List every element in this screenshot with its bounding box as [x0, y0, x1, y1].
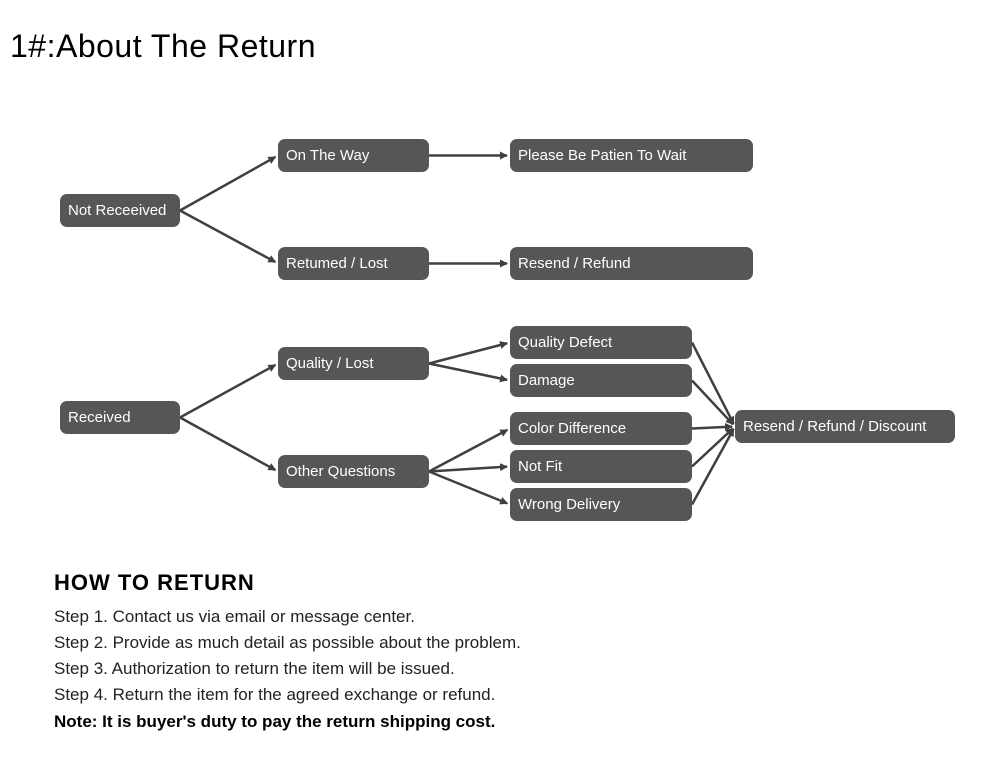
edge-quality-defect-to-rrd — [692, 343, 734, 424]
edge-received-to-quality-lost — [180, 365, 275, 418]
node-resend-refund: Resend / Refund — [510, 247, 753, 280]
edge-wrong-delivery-to-rrd — [692, 429, 734, 504]
edge-other-q-to-not-fit — [429, 467, 507, 472]
edge-other-q-to-color-diff — [429, 430, 507, 472]
how-step-3: Step 3. Authorization to return the item… — [54, 656, 954, 682]
edge-color-diff-to-rrd — [692, 427, 732, 429]
node-damage: Damage — [510, 364, 692, 397]
edge-received-to-other-q — [180, 418, 275, 471]
node-please-wait: Please Be Patien To Wait — [510, 139, 753, 172]
node-on-the-way: On The Way — [278, 139, 429, 172]
how-step-4: Step 4. Return the item for the agreed e… — [54, 682, 954, 708]
how-step-2: Step 2. Provide as much detail as possib… — [54, 630, 954, 656]
edge-damage-to-rrd — [692, 381, 733, 425]
edge-not-received-to-returned-lost — [180, 211, 275, 263]
node-rrd: Resend / Refund / Discount — [735, 410, 955, 443]
node-wrong-delivery: Wrong Delivery — [510, 488, 692, 521]
edge-not-received-to-on-the-way — [180, 157, 275, 211]
how-to-return-title: HOW TO RETURN — [54, 570, 954, 596]
how-step-1: Step 1. Contact us via email or message … — [54, 604, 954, 630]
edge-quality-lost-to-quality-defect — [429, 343, 507, 363]
flowchart-svg — [0, 0, 1000, 560]
node-quality-defect: Quality Defect — [510, 326, 692, 359]
node-color-diff: Color Difference — [510, 412, 692, 445]
how-note: Note: It is buyer's duty to pay the retu… — [54, 712, 954, 732]
node-other-q: Other Questions — [278, 455, 429, 488]
node-received: Received — [60, 401, 180, 434]
edge-quality-lost-to-damage — [429, 364, 507, 380]
how-to-return-section: HOW TO RETURN Step 1. Contact us via ema… — [54, 570, 954, 732]
edge-other-q-to-wrong-delivery — [429, 472, 507, 504]
node-returned-lost: Retumed / Lost — [278, 247, 429, 280]
node-quality-lost: Quality / Lost — [278, 347, 429, 380]
node-not-received: Not Receeived — [60, 194, 180, 227]
node-not-fit: Not Fit — [510, 450, 692, 483]
edge-not-fit-to-rrd — [692, 429, 733, 467]
